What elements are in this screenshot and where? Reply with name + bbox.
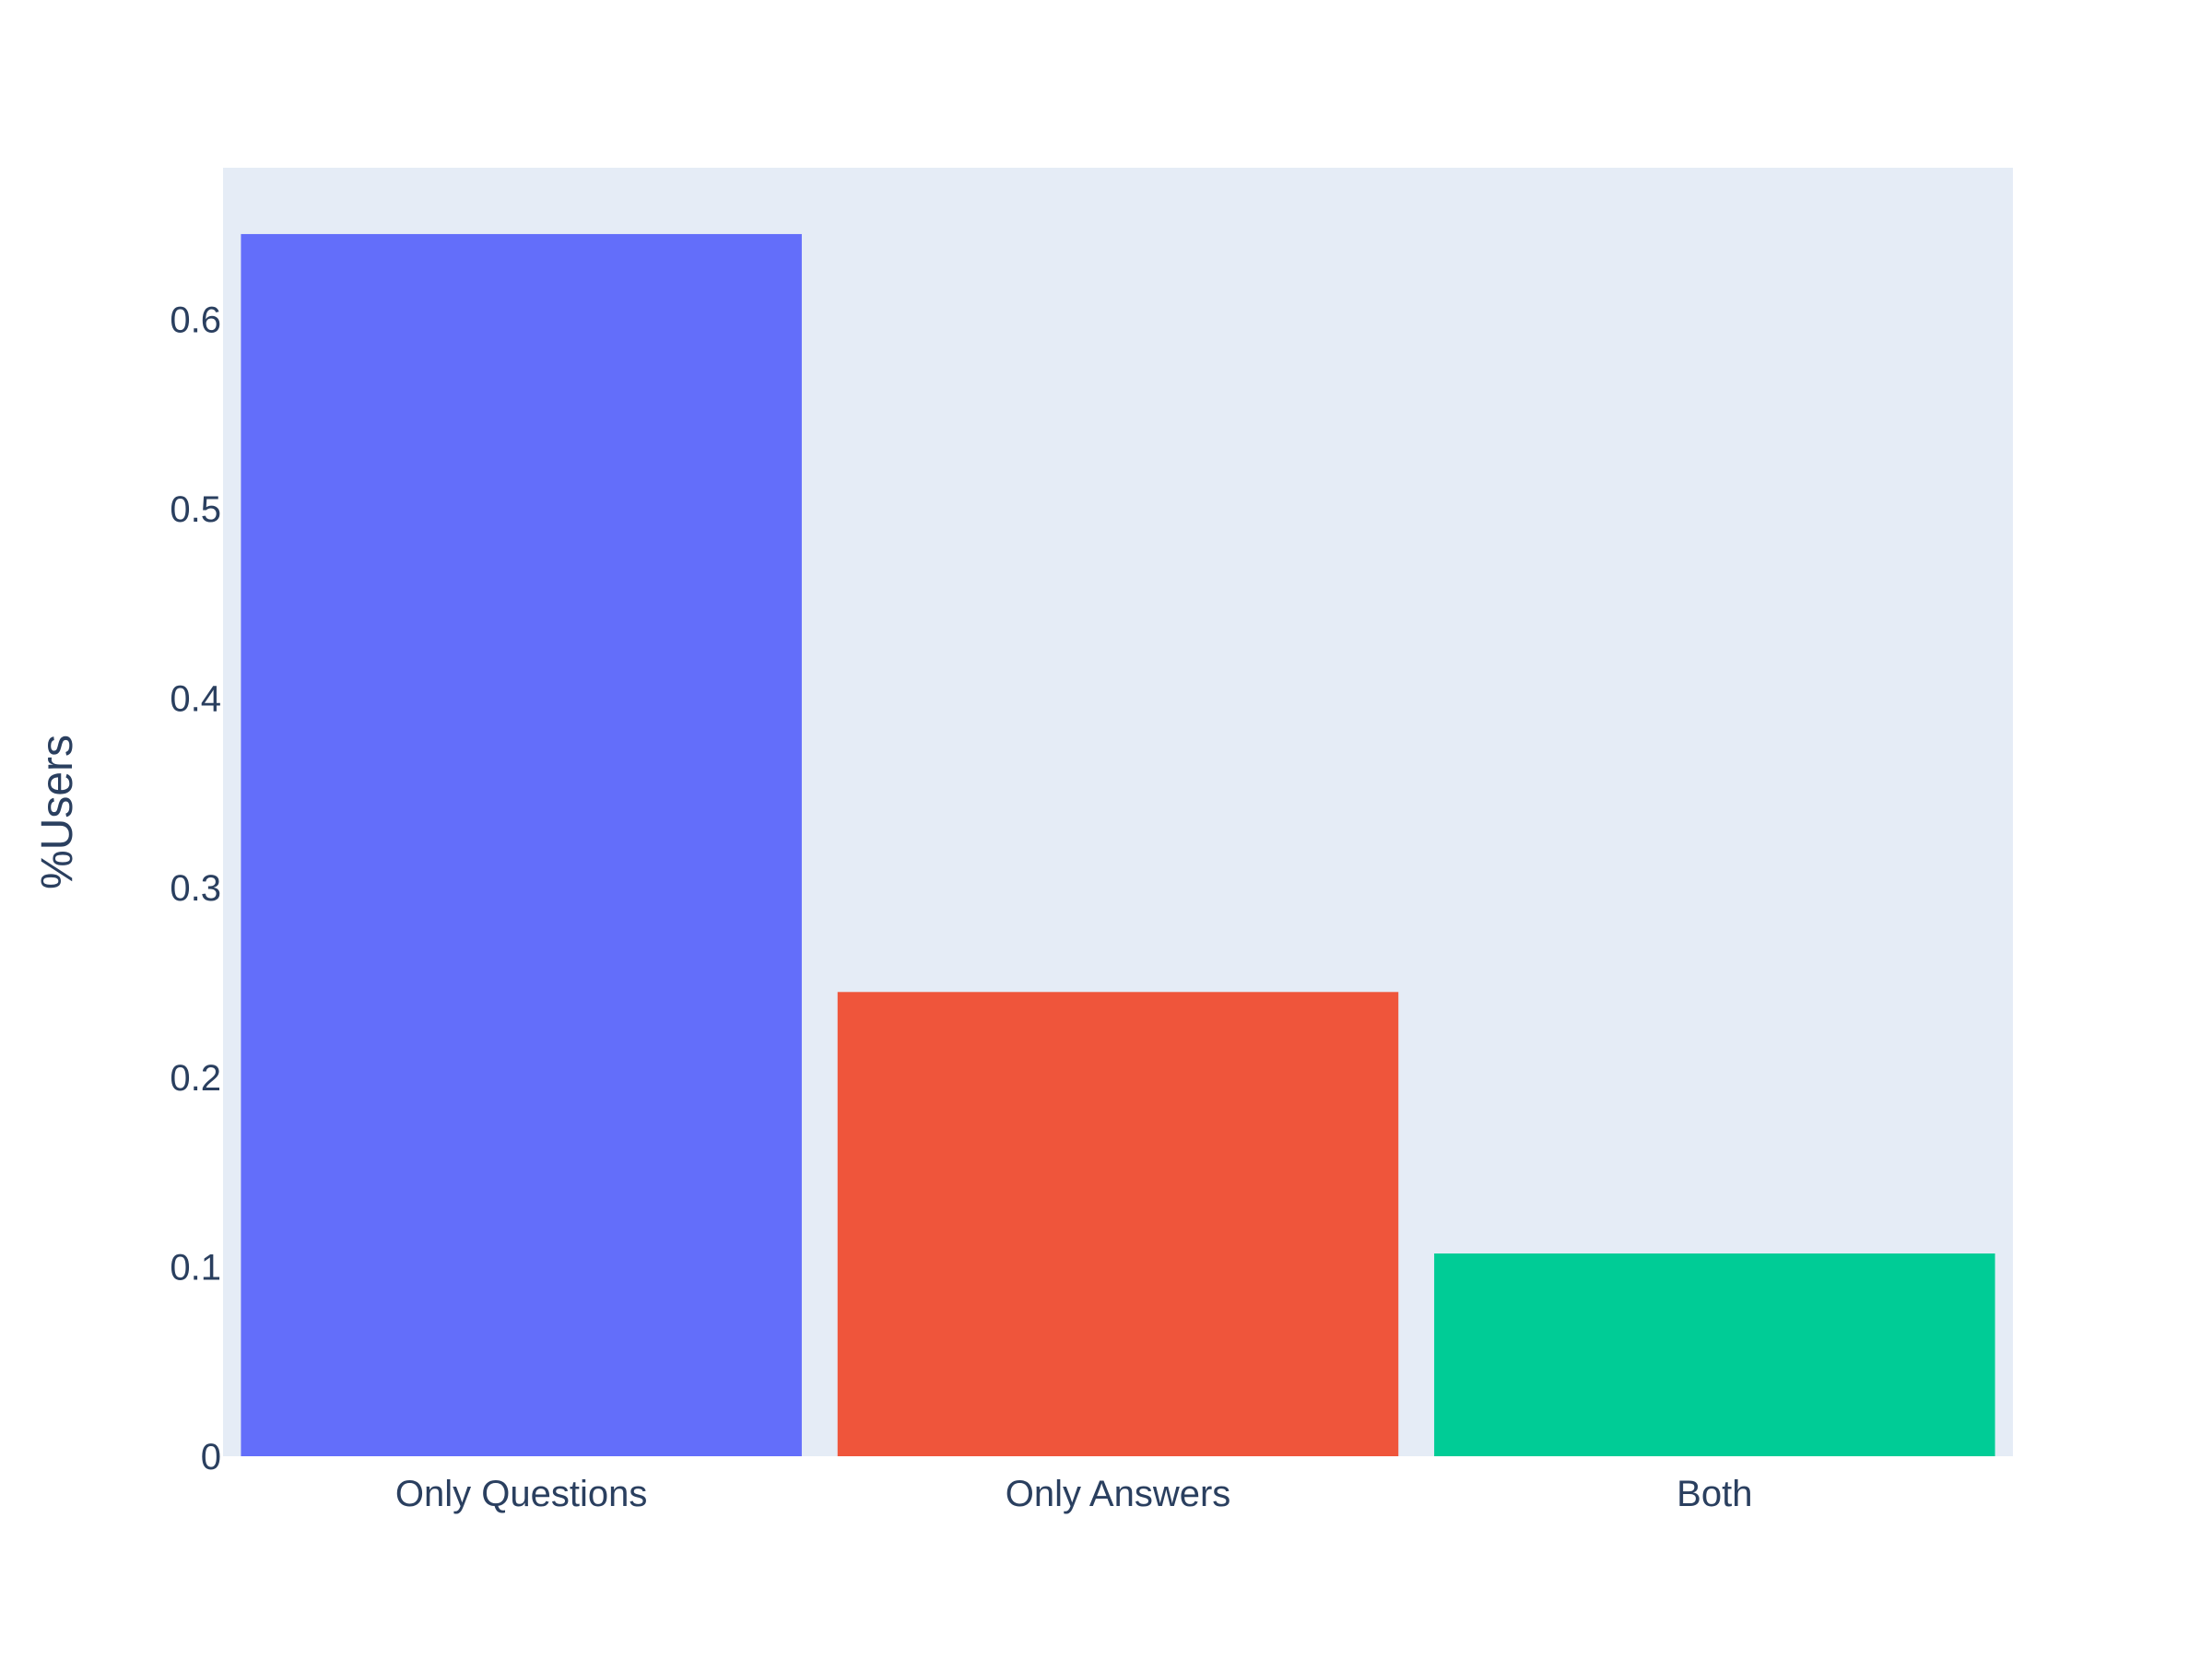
x-tick-label-only-answers: Only Answers xyxy=(1006,1474,1231,1514)
x-tick-labels: Only Questions Only Answers Both xyxy=(395,1474,1753,1514)
y-tick-label-0-6: 0.6 xyxy=(170,300,221,340)
y-tick-label-0-2: 0.2 xyxy=(170,1058,221,1099)
bar-only-questions xyxy=(241,233,802,1456)
y-tick-label-0-3: 0.3 xyxy=(170,868,221,909)
y-tick-labels: 0 0.1 0.2 0.3 0.4 0.5 0.6 xyxy=(170,300,221,1477)
y-tick-label-0-5: 0.5 xyxy=(170,489,221,530)
y-axis-title: %Users xyxy=(33,735,82,889)
y-tick-label-0: 0 xyxy=(201,1437,221,1477)
bar-only-answers xyxy=(837,992,1399,1456)
bar-both xyxy=(1434,1253,1995,1456)
x-tick-label-only-questions: Only Questions xyxy=(395,1474,647,1514)
x-tick-label-both: Both xyxy=(1677,1474,1752,1514)
bars-group xyxy=(241,233,1995,1456)
y-tick-label-0-4: 0.4 xyxy=(170,679,221,720)
y-tick-label-0-1: 0.1 xyxy=(170,1247,221,1288)
